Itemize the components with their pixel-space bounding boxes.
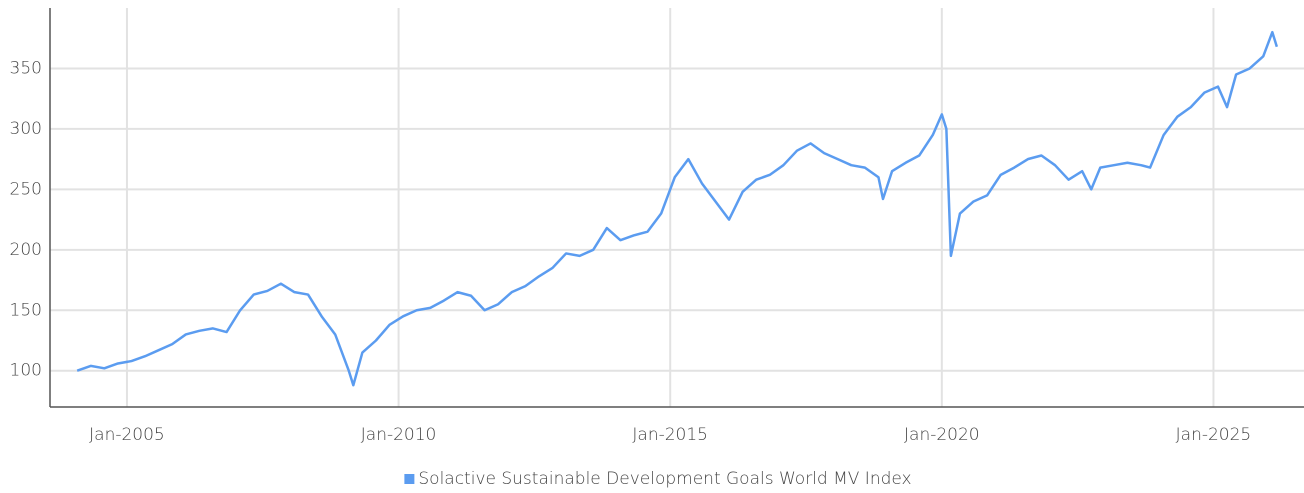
legend-label: Solactive Sustainable Development Goals …	[418, 469, 911, 489]
x-tick-label: Jan-2010	[361, 425, 437, 445]
x-tick-label: Jan-2005	[89, 425, 165, 445]
y-tick-label: 300	[10, 119, 42, 139]
legend-swatch	[404, 474, 415, 484]
y-tick-label: 350	[10, 58, 42, 78]
x-tick-label: Jan-2020	[904, 425, 980, 445]
y-tick-label: 150	[10, 300, 42, 320]
y-tick-label: 250	[10, 179, 42, 199]
x-tick-label: Jan-2025	[1176, 425, 1252, 445]
line	[76, 30, 1279, 387]
x-tick-label: Jan-2015	[632, 425, 708, 445]
y-tick-label: 200	[10, 240, 42, 260]
y-tick-label: 100	[10, 361, 42, 381]
